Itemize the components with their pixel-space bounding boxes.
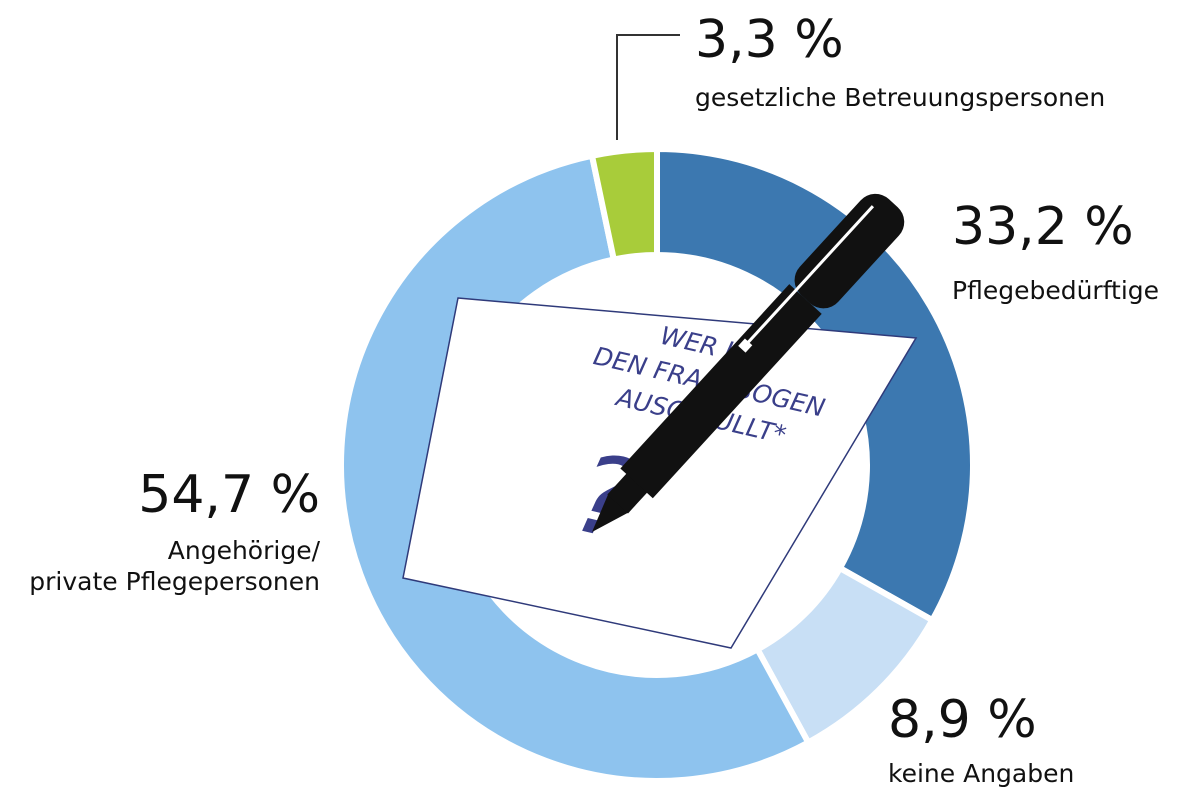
value-label: 33,2 % <box>952 195 1134 260</box>
value-label: 54,7 % <box>138 463 320 528</box>
category-label: gesetzliche Betreuungspersonen <box>695 82 1105 113</box>
category-label: Angehörige/ private Pflegepersonen <box>29 535 320 598</box>
category-label: keine Angaben <box>888 758 1074 789</box>
value-label: 3,3 % <box>695 8 844 73</box>
category-label: Pflegebedürftige <box>952 275 1159 306</box>
chart-svg: WER HAT DEN FRAGEBOGEN AUSGEFÜLLT* ? <box>0 0 1186 798</box>
value-label: 8,9 % <box>888 688 1037 753</box>
leader-line <box>617 35 680 140</box>
chart: WER HAT DEN FRAGEBOGEN AUSGEFÜLLT* ? 33,… <box>0 0 1186 798</box>
